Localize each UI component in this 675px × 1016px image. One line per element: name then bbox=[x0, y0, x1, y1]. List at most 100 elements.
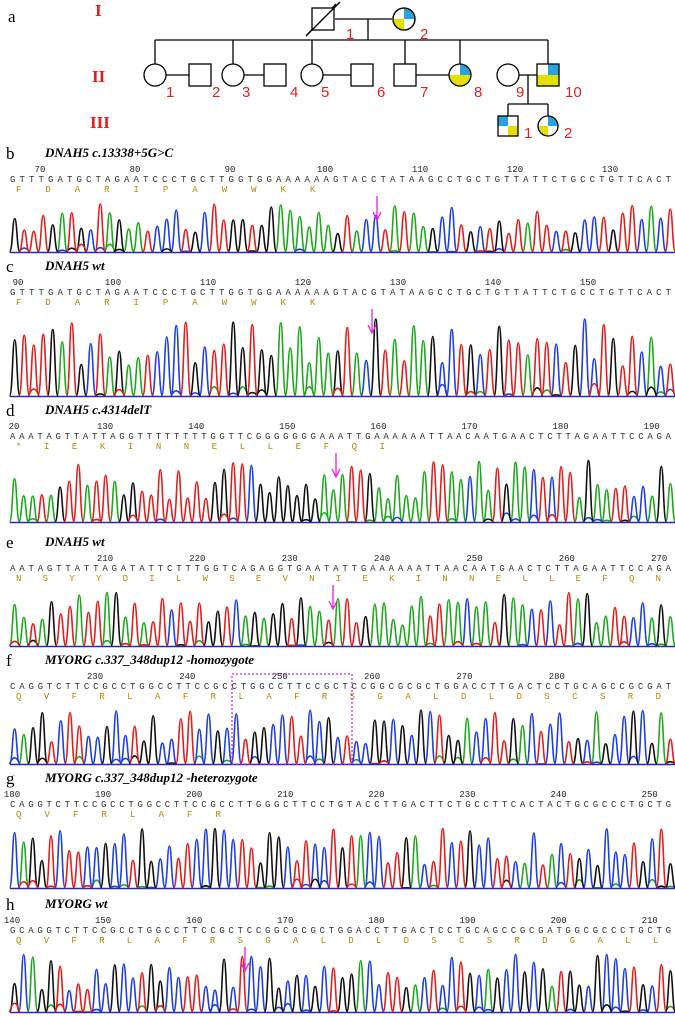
panel-title: MYORG c.337_348dup12 -homozygote bbox=[44, 652, 254, 667]
individual-number: 4 bbox=[290, 84, 298, 101]
trace bbox=[17, 953, 659, 1013]
base-position: 240 bbox=[179, 672, 195, 682]
trace bbox=[26, 827, 675, 889]
base-position: 100 bbox=[105, 278, 121, 288]
trace bbox=[18, 321, 675, 397]
generation-label: III bbox=[90, 113, 110, 132]
base-position: 270 bbox=[651, 554, 667, 564]
base-position: 180 bbox=[368, 916, 384, 926]
amino-acid-sequence: F D A R I P A W W K K bbox=[16, 185, 316, 195]
trace bbox=[8, 591, 675, 647]
trace bbox=[8, 828, 659, 889]
male bbox=[188, 63, 212, 87]
base-position: 110 bbox=[200, 278, 216, 288]
base-sequence: GCAGGTCTTCCGCCTGGCCTTCCGCTCCGGCGCGCTGGAC… bbox=[10, 926, 671, 936]
individual-number: 3 bbox=[242, 84, 250, 101]
trace bbox=[8, 206, 620, 253]
individual-number: 6 bbox=[377, 84, 385, 101]
panel-title: DNAH5 c.13338+5G>C bbox=[44, 145, 174, 160]
trace bbox=[56, 204, 658, 253]
individual-number: 8 bbox=[474, 84, 482, 101]
panel-label: e bbox=[6, 533, 14, 552]
variant-arrowhead bbox=[331, 468, 341, 479]
trace bbox=[27, 709, 675, 765]
panel-label: c bbox=[6, 257, 14, 276]
base-sequence: GTTTGATGCTAGAATCCCTGCTTGGTGGAAAAAAGTACGT… bbox=[10, 288, 672, 298]
base-position: 160 bbox=[370, 422, 386, 432]
base-position: 130 bbox=[97, 422, 113, 432]
base-position: 220 bbox=[189, 554, 205, 564]
panel-title: MYORG c.337_348dup12 -heterozygote bbox=[44, 770, 258, 785]
chromatogram-panel: e DNAH5 wt 210 220 230 240 250 260 270AATAGTTATT… bbox=[6, 533, 675, 648]
trace bbox=[8, 318, 658, 397]
individual-number: 1 bbox=[524, 125, 532, 142]
base-position: 110 bbox=[412, 165, 428, 175]
base-position: 190 bbox=[95, 790, 111, 800]
amino-acid-sequence: Q V F R L A F R bbox=[16, 810, 222, 820]
individual-number: 1 bbox=[166, 84, 174, 101]
male-affected bbox=[536, 63, 560, 87]
variant-arrowhead bbox=[372, 211, 382, 222]
base-position: 250 bbox=[642, 790, 658, 800]
female-affected bbox=[448, 63, 472, 87]
base-position: 130 bbox=[390, 278, 406, 288]
trace bbox=[18, 203, 675, 253]
base-position: 220 bbox=[368, 790, 384, 800]
base-position: 120 bbox=[507, 165, 523, 175]
chromatogram-panel: g MYORG c.337_348dup12 -heterozygote 180 19… bbox=[4, 769, 675, 890]
female bbox=[221, 63, 245, 87]
base-position: 170 bbox=[277, 916, 293, 926]
base-position: 250 bbox=[466, 554, 482, 564]
base-position: 150 bbox=[95, 916, 111, 926]
amino-acid-sequence: Q V F R L A F R L A F R S G A L D L D S … bbox=[16, 692, 661, 702]
generation-label: II bbox=[92, 67, 106, 86]
individual-number: 10 bbox=[565, 84, 582, 101]
female bbox=[143, 63, 167, 87]
amino-acid-sequence: * I E K I N N E L L E F Q I bbox=[16, 442, 385, 452]
male-carrier bbox=[497, 115, 519, 137]
base-position: 210 bbox=[97, 554, 113, 564]
base-position: 240 bbox=[374, 554, 390, 564]
trace bbox=[56, 321, 667, 397]
trace bbox=[26, 956, 675, 1013]
individual-number: 2 bbox=[212, 84, 220, 101]
individual-number: 5 bbox=[321, 84, 329, 101]
generation-label: I bbox=[95, 1, 102, 20]
trace bbox=[8, 591, 631, 647]
base-sequence: CAGGTCTTCCGCCTGGCCTTCCGCCTGGCCTTCCGCTCCG… bbox=[10, 682, 672, 692]
individual-number: 7 bbox=[420, 84, 428, 101]
amino-acid-sequence: Q V F R L A F R S G A L D L D S C S R D … bbox=[16, 936, 658, 946]
panel-title: DNAH5 wt bbox=[44, 534, 105, 549]
base-position: 180 bbox=[552, 422, 568, 432]
individual-number: 2 bbox=[564, 125, 572, 142]
panel-label: b bbox=[6, 144, 15, 163]
base-position: 230 bbox=[282, 554, 298, 564]
trace bbox=[17, 827, 668, 889]
trace bbox=[17, 711, 668, 765]
base-position: 100 bbox=[317, 165, 333, 175]
female-carrier bbox=[537, 115, 559, 137]
base-position: 140 bbox=[4, 916, 20, 926]
base-position: 260 bbox=[559, 554, 575, 564]
panel-label: d bbox=[6, 401, 15, 420]
base-position: 210 bbox=[277, 790, 293, 800]
base-position: 130 bbox=[602, 165, 618, 175]
panel-label: g bbox=[6, 769, 15, 788]
base-position: 150 bbox=[279, 422, 295, 432]
variant-arrowhead bbox=[367, 324, 377, 335]
panel-title: MYORG wt bbox=[44, 896, 108, 911]
trace bbox=[8, 955, 668, 1013]
duplication-box bbox=[231, 673, 353, 765]
chromatogram-panel: c DNAH5 wt 90 100 110 120 130 140 150GTTTGATGCTA… bbox=[6, 257, 675, 398]
base-position: 190 bbox=[644, 422, 660, 432]
base-position: 20 bbox=[9, 422, 20, 432]
trace bbox=[154, 464, 649, 523]
chromatogram-panels: b DNAH5 c.13338+5G>C70 80 90 100 110 120 130GTT… bbox=[4, 144, 675, 1014]
chromatogram-panel: f MYORG c.337_348dup12 -homozygote 230 240 2… bbox=[6, 651, 675, 766]
base-position: 90 bbox=[13, 278, 24, 288]
panel-label: a bbox=[8, 7, 16, 26]
base-position: 200 bbox=[550, 916, 566, 926]
base-position: 70 bbox=[35, 165, 46, 175]
base-position: 250 bbox=[272, 672, 288, 682]
